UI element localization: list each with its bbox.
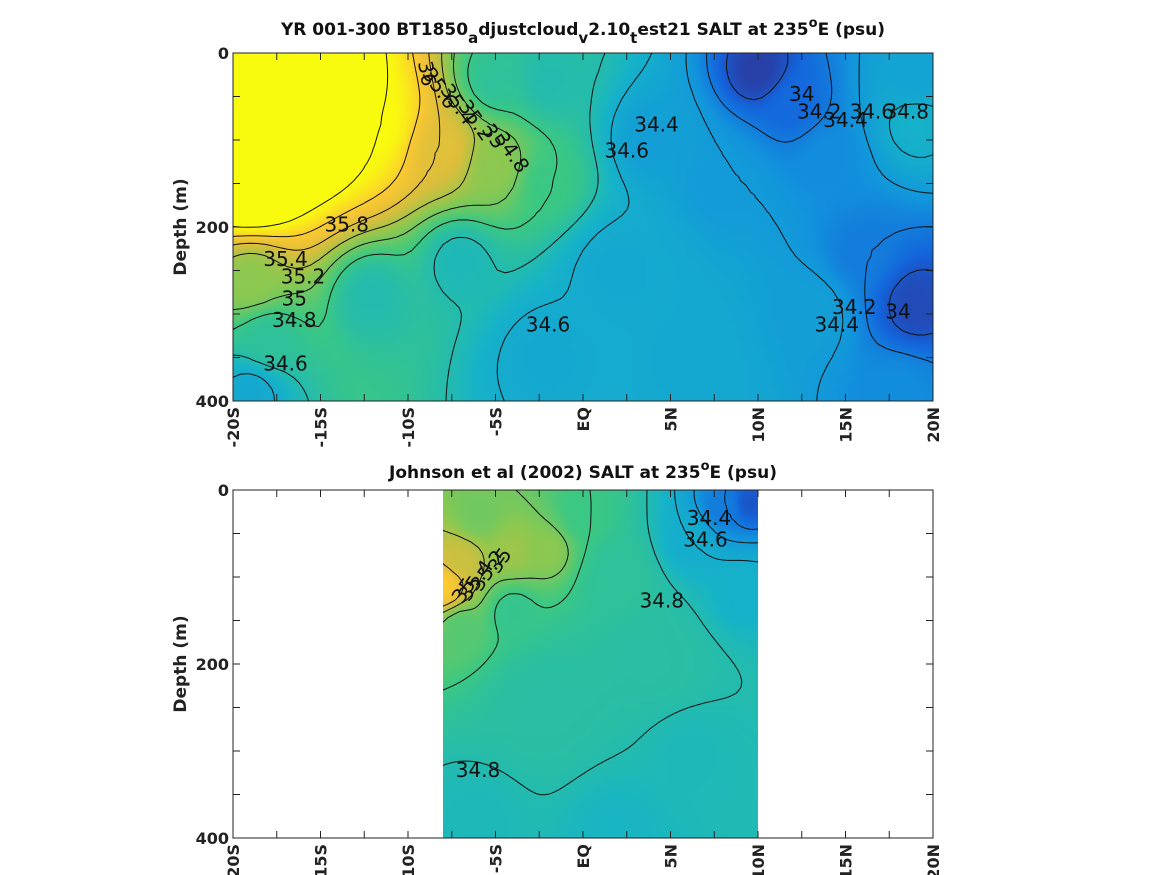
contour-line (232, 52, 606, 402)
x-tick-label: 5N (662, 844, 681, 869)
salinity-field (233, 53, 933, 401)
x-tick-label: 10N (749, 407, 768, 443)
contour-line (232, 52, 389, 228)
title-part: o (809, 16, 818, 31)
contour-line (232, 52, 558, 330)
contour-line (232, 52, 522, 311)
contour-label: 34.4 (823, 108, 868, 132)
title-part: t (630, 29, 637, 47)
title-part: v (578, 29, 588, 47)
x-tick-label: 15N (837, 844, 856, 875)
title-part: YR 001-300 BT1850 (280, 20, 468, 40)
contour-label: 34.6 (526, 312, 571, 336)
contour-line (442, 490, 592, 691)
x-tick-label: 15N (837, 407, 856, 443)
contour-line (674, 489, 759, 563)
panel-2: -20S -15S -10S -5S EQ 5N 10N 15N 20N 0 200 400 Depth… (171, 459, 943, 875)
x-tick-label: EQ (574, 407, 593, 432)
contour-label: 35.4 (263, 247, 308, 271)
contour-label: 34.4 (814, 312, 859, 336)
y-tick-label: 400 (196, 392, 229, 411)
contour-line (232, 52, 441, 251)
contour-line (442, 489, 569, 623)
y-axis-label: Depth (m) (171, 615, 191, 712)
title-part: E (psu) (710, 463, 777, 483)
x-tick-label: 20N (924, 844, 943, 875)
contour-line (685, 52, 934, 402)
y-tick-label: 0 (218, 481, 229, 500)
contour-line (232, 53, 476, 269)
contour-label: 34.2 (797, 99, 842, 123)
salinity-field (443, 490, 758, 838)
contour-label: 34.8 (272, 308, 317, 332)
x-tick-label: -20S (224, 844, 243, 875)
x-tick-label: -5S (487, 844, 506, 873)
contour-line (442, 529, 485, 614)
title-part: a (468, 29, 478, 47)
contour-label: 34.2 (832, 295, 877, 319)
x-tick-label: 20N (924, 407, 943, 443)
x-tick-label: -10S (399, 407, 418, 447)
contour-label: 35 (282, 286, 307, 310)
title-part: E (psu) (818, 20, 885, 40)
contour-label: 34.6 (849, 99, 894, 123)
x-tick-label: -10S (399, 844, 418, 875)
y-tick-label: 200 (196, 218, 229, 237)
contour-label: 35.8 (324, 212, 369, 236)
contour-line (724, 489, 759, 530)
contour-label: 36 (413, 59, 441, 88)
contour-label: 34 (789, 82, 814, 106)
chart-title: Johnson et al (2002) SALT at 235oE (psu) (388, 459, 777, 483)
title-part: 2.10 (588, 20, 630, 40)
contour-label: 34 (885, 299, 910, 323)
contour-label: 34.6 (683, 528, 728, 552)
x-tick-label: -15S (312, 844, 331, 875)
title-part: djustcloud (478, 20, 578, 40)
contour-label: 34.4 (687, 506, 732, 530)
x-tick-label: 5N (662, 407, 681, 432)
contour-label: 34.4 (634, 112, 679, 136)
y-tick-label: 200 (196, 655, 229, 674)
title-part: est21 SALT at 235 (637, 20, 808, 40)
x-tick-label: -20S (224, 407, 243, 447)
contour-line (232, 52, 934, 402)
contour-line (232, 52, 421, 238)
contour-label: 34.8 (456, 758, 501, 782)
title-part: o (701, 459, 710, 474)
chart-title: YR 001-300 BT1850adjustcloudv2.10test21 … (280, 16, 885, 47)
title-part: Johnson et al (2002) SALT at 235 (388, 463, 701, 483)
contour-label: 34.6 (263, 352, 308, 376)
contour-label: 34.6 (604, 138, 649, 162)
contour-line (706, 52, 934, 364)
panel-1: -20S -15S -10S -5S EQ 5N 10N 15N 20N 0 200 400 Depth… (171, 16, 943, 447)
x-tick-label: EQ (574, 844, 593, 869)
contour-label: 35.2 (281, 265, 326, 289)
contour-line (725, 52, 934, 336)
contour-line (442, 563, 464, 607)
contour-label: 34.8 (884, 99, 929, 123)
contour-line (442, 489, 743, 796)
x-tick-label: 10N (749, 844, 768, 875)
contour-label: 34.8 (639, 588, 684, 612)
x-tick-label: -15S (312, 407, 331, 447)
y-tick-label: 400 (196, 829, 229, 848)
y-tick-label: 0 (218, 44, 229, 63)
y-axis-label: Depth (m) (171, 178, 191, 275)
x-tick-label: -5S (487, 407, 506, 436)
contour-line (693, 490, 759, 544)
